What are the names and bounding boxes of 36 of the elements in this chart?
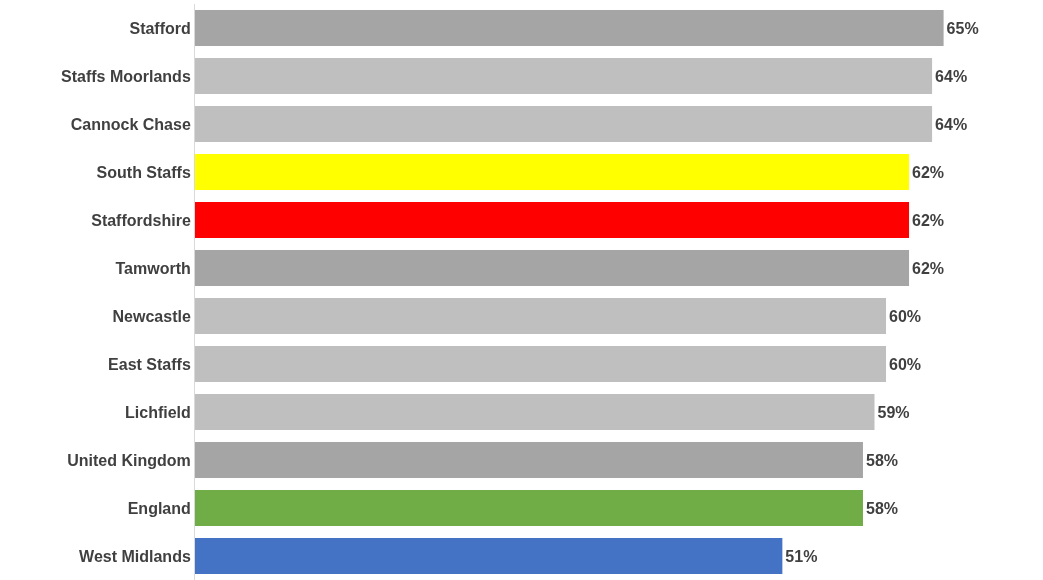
data-label: 64% [935, 67, 968, 85]
bar [195, 538, 783, 574]
y-tick-label: Staffordshire [91, 211, 191, 229]
bar [195, 442, 863, 478]
y-tick-label: Lichfield [125, 403, 191, 421]
bar [195, 58, 933, 94]
bar [195, 346, 887, 382]
y-tick-label: East Staffs [108, 355, 191, 373]
y-tick-label: Newcastle [112, 307, 191, 325]
y-tick-label: West Midlands [79, 547, 191, 565]
y-tick-label: Stafford [129, 19, 191, 37]
bar [195, 154, 910, 190]
data-label: 62% [912, 163, 945, 181]
bar [195, 250, 910, 286]
bar [195, 202, 910, 238]
y-tick-label: Staffs Moorlands [61, 67, 191, 85]
y-tick-label: Cannock Chase [70, 115, 191, 133]
data-label: 65% [946, 19, 979, 37]
bar [195, 106, 933, 142]
data-label: 64% [935, 115, 968, 133]
y-tick-label: England [127, 499, 191, 517]
y-tick-label: Tamworth [115, 259, 191, 277]
y-tick-label: United Kingdom [67, 451, 191, 469]
data-label: 60% [889, 307, 922, 325]
bar [195, 10, 944, 46]
data-label: 51% [785, 547, 818, 565]
y-tick-label: South Staffs [96, 163, 191, 181]
data-label: 58% [865, 499, 899, 517]
bar [195, 298, 887, 334]
data-label: 60% [889, 355, 922, 373]
bar [195, 490, 863, 526]
data-label: 59% [877, 403, 910, 421]
bar [195, 394, 875, 430]
data-label: 62% [912, 211, 945, 229]
data-label: 58% [865, 451, 899, 469]
data-label: 62% [912, 259, 945, 277]
